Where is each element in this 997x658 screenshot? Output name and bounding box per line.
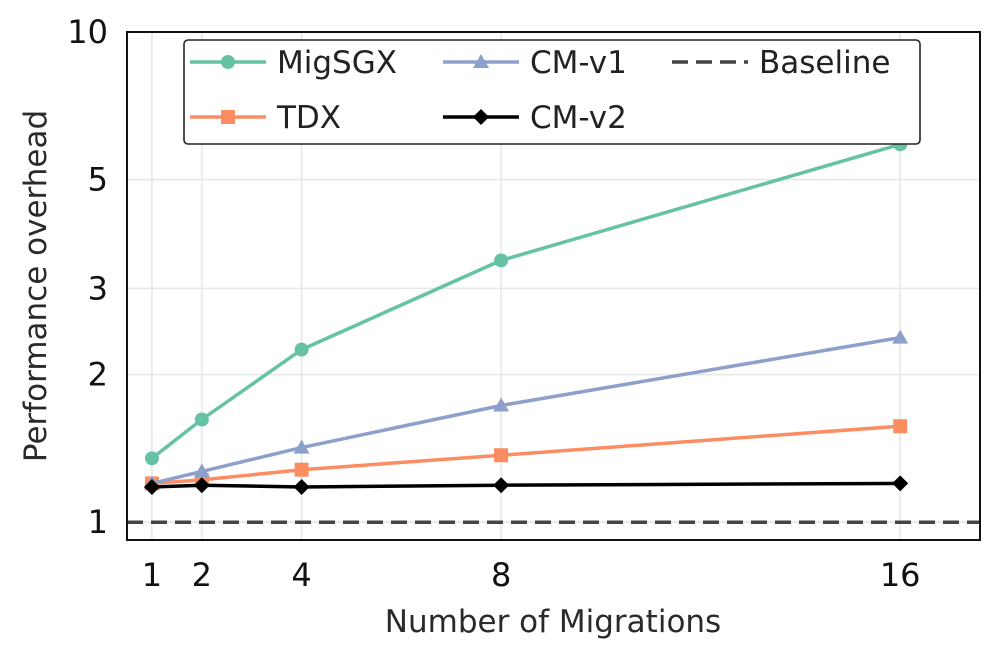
series-line-migsgx (150, 142, 901, 460)
y-tick-label: 1 (88, 503, 108, 541)
data-point (144, 451, 159, 466)
y-tick-label: 2 (88, 356, 108, 394)
y-tick-label: 5 (88, 161, 108, 199)
legend: MigSGX TDX CM-v1 CM-v2 Baseline (183, 39, 921, 145)
x-tick-label: 4 (291, 556, 311, 594)
legend-label: MigSGX (277, 45, 397, 81)
data-point (892, 475, 909, 492)
y-axis-title: Performance overhead (18, 110, 54, 462)
data-point (193, 477, 210, 494)
data-point (493, 397, 510, 412)
data-point (493, 477, 510, 494)
series-tdx (144, 419, 908, 491)
data-point (892, 329, 909, 344)
data-point (294, 342, 309, 357)
data-point (194, 412, 209, 427)
legend-label: CM-v1 (530, 45, 627, 81)
y-tick-label: 10 (67, 13, 108, 51)
x-tick-label: 1 (142, 556, 162, 594)
legend-box (183, 39, 921, 145)
series-cm-v1 (143, 329, 909, 490)
data-point (893, 419, 908, 434)
x-tick-label: 16 (880, 556, 921, 594)
legend-marker (473, 109, 489, 125)
data-point (293, 479, 310, 496)
legend-marker (221, 55, 235, 69)
series-layer (143, 137, 909, 496)
series-cm-v2 (143, 475, 909, 496)
legend-item-cm-v2: CM-v2 (443, 100, 627, 136)
legend-item-baseline: Baseline (672, 45, 890, 81)
legend-marker (473, 54, 489, 68)
x-tick-labels: 1 2 4 8 16 (142, 556, 921, 594)
data-point (293, 439, 310, 454)
data-point (494, 448, 509, 463)
legend-item-migsgx: MigSGX (190, 45, 397, 81)
series-migsgx (144, 137, 908, 466)
x-tick-label: 2 (192, 556, 212, 594)
legend-label: Baseline (759, 45, 890, 81)
legend-item-tdx: TDX (190, 100, 341, 136)
data-point (294, 462, 309, 477)
legend-label: TDX (276, 100, 341, 136)
x-tick-label: 8 (491, 556, 511, 594)
legend-label: CM-v2 (530, 100, 627, 136)
plot-frame (126, 31, 981, 541)
series-line-cm-v1 (151, 335, 901, 486)
data-point (143, 479, 160, 496)
legend-item-cm-v1: CM-v1 (443, 45, 627, 81)
data-point (494, 253, 509, 268)
y-tick-label: 3 (88, 269, 108, 307)
x-axis-title: Number of Migrations (385, 604, 721, 640)
legend-marker (221, 110, 235, 124)
series-line-cm-v2 (151, 481, 901, 489)
y-tick-labels: 1 2 3 5 10 (67, 13, 108, 541)
data-point (193, 463, 210, 478)
